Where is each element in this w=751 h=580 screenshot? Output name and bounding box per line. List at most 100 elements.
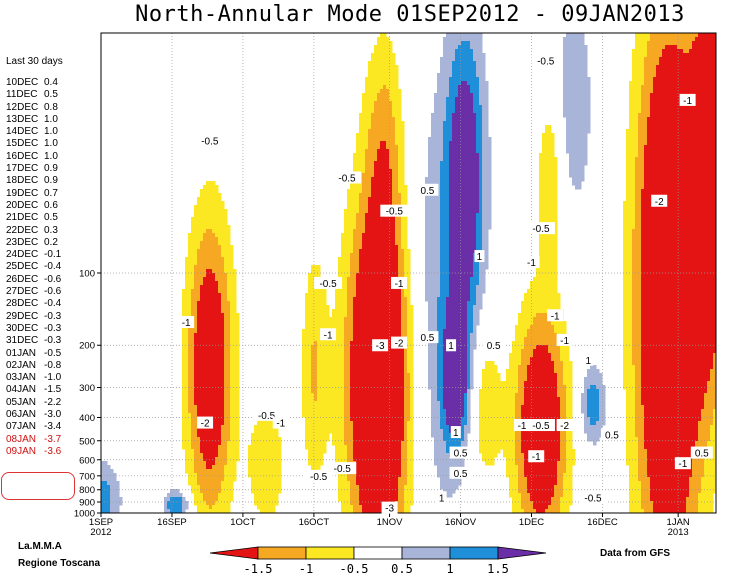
contour-label: -0.5: [386, 207, 404, 218]
recent-values-highlight: [1, 472, 75, 500]
contour-label-bg: [195, 134, 224, 147]
daily-value-date: 14DEC: [6, 126, 39, 138]
daily-value-date: 24DEC: [6, 249, 39, 261]
daily-value-date: 10DEC: [6, 77, 39, 88]
daily-value-number: -0.3: [44, 322, 62, 334]
colorbar-segment: [305, 546, 355, 560]
daily-value-date: 26DEC: [6, 273, 39, 285]
daily-value-date: 30DEC: [6, 322, 39, 334]
contour-label-bg: [523, 256, 540, 269]
daily-value-row: 24DEC -0.1: [6, 249, 61, 261]
contour-label: -1: [395, 279, 404, 290]
contour-label-bg: [381, 501, 398, 514]
contour-label-bg: [391, 276, 408, 289]
colorbar-label: 0.5: [391, 562, 413, 576]
daily-value-number: 1.0: [44, 138, 58, 150]
daily-value-date: 13DEC: [6, 113, 39, 125]
daily-value-row: 04JAN -1.5: [6, 384, 61, 396]
contour-label: -0.5: [334, 464, 352, 475]
daily-value-date: 27DEC: [6, 286, 39, 298]
daily-value-number: 0.7: [44, 187, 58, 199]
daily-value-date: 20DEC: [6, 199, 39, 211]
contour-label: -2: [655, 197, 664, 208]
daily-value-number: -0.3: [44, 310, 62, 322]
colorbar-label: 1.5: [487, 562, 509, 576]
daily-value-date: 05JAN: [6, 396, 37, 408]
daily-value-row: 27DEC -0.6: [6, 286, 61, 298]
daily-value-number: -0.6: [44, 286, 62, 298]
daily-value-row: 25DEC -0.4: [6, 261, 61, 273]
contour-label-bg: [528, 450, 545, 463]
contour-label-bg: [333, 171, 361, 184]
contour-label: -1: [560, 336, 569, 347]
daily-value-row: 13DEC 1.0: [6, 114, 61, 126]
colorbar-label: -1.5: [244, 562, 273, 576]
contour-label-bg: [449, 466, 472, 479]
daily-value-date: 15DEC: [6, 138, 39, 150]
daily-value-date: 12DEC: [6, 101, 39, 113]
contour-label: 1: [448, 341, 454, 352]
daily-value-row: 30DEC -0.3: [6, 323, 61, 335]
daily-value-date: 08JAN: [6, 433, 37, 445]
contour-label-bg: [482, 339, 505, 352]
daily-value-number: -3.0: [44, 409, 62, 421]
y-tick-label: 300: [79, 383, 95, 394]
contour-label-bg: [651, 194, 668, 207]
daily-value-row: 22DEC 0.3: [6, 225, 61, 237]
daily-value-row: 20DEC 0.6: [6, 200, 61, 212]
contour-label: -2: [395, 339, 404, 350]
contour-label: -2: [560, 421, 569, 432]
y-tick-label: 1000: [74, 509, 95, 520]
contour-label-bg: [328, 462, 357, 475]
daily-value-number: 0.2: [44, 236, 58, 248]
colorbar-segment: [257, 546, 307, 560]
contour-label-bg: [679, 93, 696, 106]
daily-value-number: 0.5: [44, 212, 58, 224]
y-tick-label: 200: [79, 341, 95, 352]
daily-values-list: 10DEC 0.4 11DEC 0.5 12DEC 0.8 13DEC 1.0 14DEC 1.0…: [6, 77, 61, 458]
contour-label-bg: [372, 339, 389, 352]
x-tick-sublabel: 2012: [90, 527, 111, 538]
x-tick-label: 16DEC: [587, 517, 618, 528]
daily-value-date: 06JAN: [6, 409, 37, 421]
contour-label-bg: [450, 426, 461, 439]
daily-value-number: -3.7: [44, 433, 62, 445]
daily-value-number: -2.2: [44, 396, 62, 408]
contour-label: -1: [527, 258, 536, 269]
contour-label-bg: [690, 446, 713, 459]
x-tick-label: 16SEP: [157, 517, 187, 528]
daily-value-number: 0.9: [44, 163, 58, 175]
daily-value-date: 18DEC: [6, 175, 39, 187]
daily-value-row: 01JAN -0.5: [6, 348, 61, 360]
contour-label-bg: [449, 446, 472, 459]
contour-label-bg: [556, 419, 573, 432]
contour-label-bg: [380, 204, 409, 217]
daily-value-date: 01JAN: [6, 347, 37, 359]
colorbar-segment: [353, 546, 403, 560]
contour-label-bg: [416, 331, 439, 344]
daily-value-number: -1.5: [44, 384, 62, 396]
daily-value-number: 1.0: [44, 150, 58, 162]
daily-value-number: -0.5: [44, 347, 62, 359]
daily-value-number: 1.0: [44, 113, 58, 125]
colorbar: -1.5 -1 -0.5 0.5 1 1.5: [209, 546, 547, 576]
daily-value-row: 16DEC 1.0: [6, 151, 61, 163]
contour-label: 0.5: [420, 333, 434, 344]
y-tick-label: 700: [79, 471, 95, 482]
last-30-days-label: Last 30 days: [6, 56, 63, 67]
contour-label: 0.5: [454, 469, 468, 480]
daily-value-date: 25DEC: [6, 261, 39, 273]
daily-value-row: 07JAN -3.4: [6, 421, 61, 433]
contour-labels: -0.5-1-2-0.5-1-0.5-0.5-0.5-1-0.5-0.5-1-3…: [178, 54, 713, 515]
colorbar-label: -1: [299, 562, 313, 576]
x-tick-label: 1DEC: [519, 517, 544, 528]
daily-value-date: 07JAN: [6, 421, 37, 433]
daily-value-number: -0.4: [44, 298, 62, 310]
x-tick-sublabel: 2013: [668, 527, 689, 538]
daily-value-row: 31DEC -0.3: [6, 335, 61, 347]
colorbar-arrow-right: [497, 546, 547, 560]
contour-label: 1: [439, 493, 445, 504]
colorbar-label: -0.5: [340, 562, 369, 576]
contour-label-bg: [547, 309, 564, 322]
daily-value-date: 29DEC: [6, 310, 39, 322]
